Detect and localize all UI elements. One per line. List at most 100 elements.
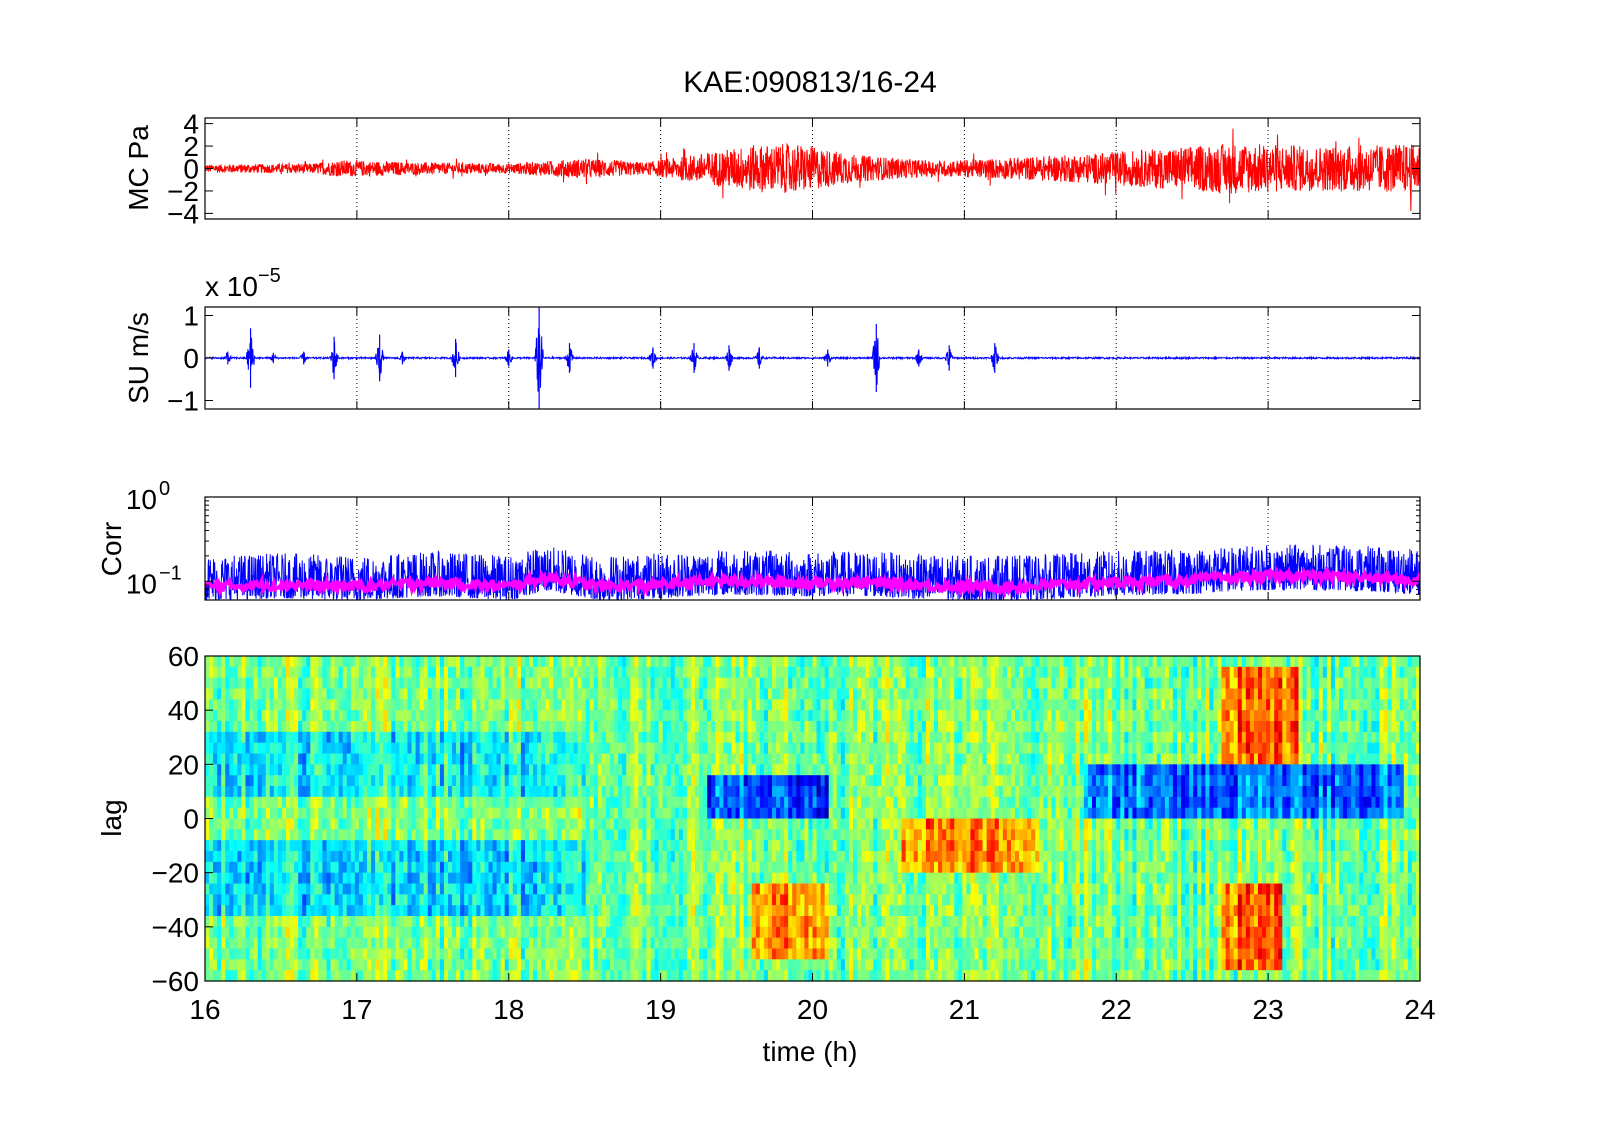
- heatmap-cell: [589, 666, 595, 679]
- heatmap-cell: [476, 926, 481, 939]
- heatmap-cell: [520, 796, 526, 809]
- heatmap-cell: [545, 883, 550, 895]
- heatmap-cell: [747, 677, 753, 690]
- heatmap-cell: [589, 656, 595, 668]
- heatmap-cell: [281, 775, 287, 787]
- heatmap-cell: [362, 937, 368, 950]
- heatmap-cell: [253, 970, 259, 982]
- heatmap-cell: [379, 926, 384, 939]
- heatmap-cell: [310, 731, 315, 744]
- heatmap-cell: [391, 666, 396, 679]
- heatmap-cell: [399, 872, 405, 885]
- heatmap-cell: [739, 894, 745, 906]
- heatmap-cell: [375, 677, 380, 690]
- heatmap-cell: [346, 775, 352, 787]
- heatmap-cell: [711, 851, 716, 863]
- heatmap-cell: [545, 721, 550, 733]
- heatmap-cell: [520, 926, 526, 939]
- heatmap-cell: [569, 796, 575, 809]
- heatmap-cell: [780, 829, 785, 841]
- heatmap-cell: [840, 764, 846, 776]
- heatmap-cell: [816, 926, 822, 939]
- heatmap-cell: [253, 731, 259, 744]
- heatmap-cell: [379, 688, 384, 700]
- heatmap-cell: [780, 970, 785, 982]
- heatmap-cell: [804, 861, 810, 874]
- heatmap-cell: [549, 948, 554, 960]
- heatmap-cell: [245, 883, 251, 895]
- heatmap-cell: [472, 666, 477, 679]
- heatmap-cell: [654, 656, 660, 668]
- heatmap-cell: [520, 775, 526, 787]
- heatmap-cell: [549, 959, 554, 971]
- heatmap-cell: [456, 970, 461, 982]
- heatmap-cell: [294, 829, 299, 841]
- heatmap-cell: [411, 677, 417, 690]
- heatmap-cell: [520, 753, 526, 765]
- heatmap-cell: [537, 731, 542, 744]
- heatmap-cell: [618, 959, 623, 971]
- heatmap-cell: [306, 905, 311, 917]
- heatmap-cell: [832, 937, 838, 950]
- heatmap-cell: [755, 861, 761, 874]
- heatmap-cell: [808, 677, 814, 690]
- heatmap-cell: [290, 861, 295, 874]
- heatmap-cell: [610, 818, 615, 830]
- heatmap-cell: [776, 829, 781, 841]
- heatmap-cell: [245, 677, 251, 690]
- heatmap-cell: [585, 742, 591, 755]
- heatmap-cell: [691, 959, 696, 971]
- heatmap-cell: [516, 851, 522, 863]
- heatmap-cell: [707, 775, 712, 787]
- heatmap-cell: [605, 883, 611, 895]
- heatmap-cell: [435, 861, 441, 874]
- heatmap-cell: [553, 656, 558, 668]
- heatmap-cell: [512, 688, 518, 700]
- heatmap-cell: [731, 710, 737, 722]
- heatmap-cell: [265, 721, 271, 733]
- heatmap-cell: [610, 959, 615, 971]
- heatmap-cell: [646, 916, 652, 928]
- heatmap-cell: [759, 926, 765, 939]
- heatmap-cell: [229, 677, 234, 690]
- heatmap-cell: [456, 699, 461, 711]
- heatmap-cell: [326, 753, 332, 765]
- heatmap-cell: [383, 937, 388, 950]
- heatmap-cell: [346, 883, 352, 895]
- heatmap-cell: [367, 926, 372, 939]
- heatmap-cell: [537, 656, 542, 668]
- heatmap-cell: [638, 786, 643, 798]
- heatmap-cell: [686, 666, 692, 679]
- heatmap-cell: [707, 959, 712, 971]
- heatmap-cell: [520, 656, 526, 668]
- heatmap-cell: [516, 970, 522, 982]
- heatmap-cell: [484, 786, 490, 798]
- heatmap-cell: [828, 883, 834, 895]
- heatmap-cell: [443, 872, 449, 885]
- heatmap-cell: [630, 872, 635, 885]
- heatmap-cell: [585, 861, 591, 874]
- heatmap-cell: [610, 666, 615, 679]
- heatmap-cell: [573, 775, 579, 787]
- heatmap-cell: [784, 742, 789, 755]
- heatmap-cell: [800, 742, 805, 755]
- heatmap-cell: [686, 786, 692, 798]
- heatmap-cell: [638, 710, 643, 722]
- heatmap-cell: [269, 959, 275, 971]
- heatmap-cell: [788, 916, 793, 928]
- heatmap-cell: [391, 688, 396, 700]
- heatmap-cell: [776, 840, 781, 852]
- heatmap-cell: [747, 710, 753, 722]
- heatmap-cell: [654, 905, 660, 917]
- heatmap-cell: [472, 710, 477, 722]
- heatmap-cell: [269, 742, 275, 755]
- heatmap-cell: [614, 666, 619, 679]
- heatmap-cell: [520, 786, 526, 798]
- heatmap-cell: [747, 818, 753, 830]
- heatmap-cell: [682, 905, 688, 917]
- heatmap-cell: [520, 829, 526, 841]
- heatmap-cell: [820, 753, 826, 765]
- heatmap-cell: [549, 656, 554, 668]
- heatmap-cell: [298, 710, 303, 722]
- heatmap-cell: [707, 840, 712, 852]
